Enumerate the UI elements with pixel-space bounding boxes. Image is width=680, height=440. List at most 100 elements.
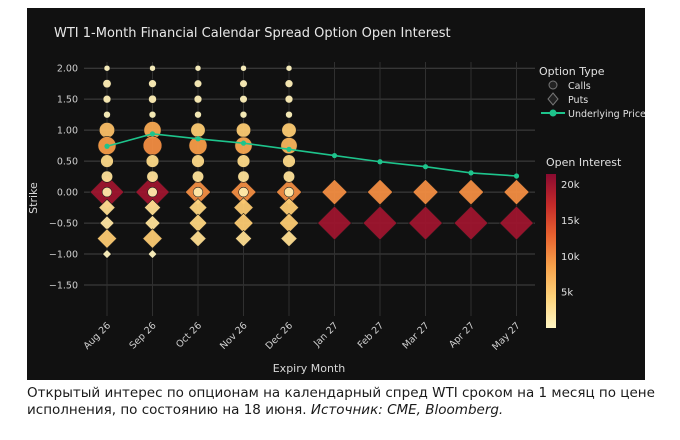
call-marker: [237, 170, 250, 183]
legend-puts-label[interactable]: Puts: [568, 95, 588, 106]
price-point: [104, 143, 110, 149]
call-marker: [238, 186, 249, 198]
put-marker: [99, 215, 115, 231]
put-marker: [233, 212, 254, 234]
price-point: [331, 152, 338, 159]
call-marker: [283, 186, 295, 198]
price-point: [468, 170, 474, 176]
call-marker: [190, 122, 206, 138]
chart-title: WTI 1-Month Financial Calendar Spread Op…: [54, 26, 451, 41]
caption-text: Открытый интерес по опционам на календар…: [27, 385, 655, 418]
put-marker: [362, 205, 398, 241]
call-marker: [98, 122, 116, 139]
put-marker: [142, 228, 163, 249]
legend-title: Option Type: [539, 65, 605, 78]
put-marker: [453, 205, 489, 241]
legend-price-label[interactable]: Underlying Price: [568, 109, 645, 120]
x-tick-label: Feb 27: [356, 320, 386, 350]
chart-figure: WTI 1-Month Financial Calendar Spread Op…: [27, 8, 645, 380]
price-point: [377, 159, 383, 165]
colorbar-tick-label: 15k: [561, 216, 580, 227]
call-marker: [284, 94, 294, 104]
colorbar: Open Interest 20k 15k 10k 5k: [546, 156, 622, 328]
call-marker: [148, 94, 157, 104]
y-tick-label: 0.00: [57, 188, 78, 199]
y-tick-labels: 2.00 1.50 1.00 0.50 0.00 −0.50 −1.00 −1.50: [49, 64, 78, 292]
x-tick-labels: Aug 26 Sep 26 Oct 26 Nov 26 Dec 26 Jan 27 Feb …: [82, 320, 523, 352]
call-marker: [194, 64, 202, 72]
call-marker: [282, 154, 296, 168]
colorbar-ticks: 20k 15k 10k 5k: [561, 180, 580, 298]
call-marker: [103, 110, 111, 119]
call-marker: [239, 95, 248, 104]
x-tick-label: May 27: [490, 320, 522, 352]
chart-svg: WTI 1-Month Financial Calendar Spread Op…: [27, 26, 645, 375]
call-marker: [148, 79, 157, 88]
call-marker: [101, 186, 113, 198]
call-marker: [191, 170, 205, 183]
call-marker: [282, 170, 296, 183]
y-tick-label: −1.00: [49, 250, 78, 261]
put-marker: [96, 228, 118, 249]
y-axis-label: Strike: [27, 182, 40, 214]
put-marker: [234, 229, 253, 248]
call-marker: [285, 110, 293, 119]
put-marker: [102, 249, 112, 259]
x-axis-label: Expiry Month: [273, 362, 346, 375]
call-marker: [191, 154, 205, 168]
put-marker: [280, 229, 298, 248]
legend-price-marker: [549, 109, 557, 117]
y-tick-label: −0.50: [49, 219, 78, 230]
legend[interactable]: Option Type Calls Puts Underlying Price: [539, 65, 645, 120]
price-point: [240, 140, 247, 146]
call-marker: [235, 122, 252, 138]
call-marker: [192, 186, 204, 198]
call-marker: [142, 135, 163, 156]
caption-source: Источник: CME, Bloomberg.: [310, 402, 504, 418]
put-marker: [457, 178, 485, 206]
put-marker: [317, 205, 352, 241]
legend-puts-marker: [547, 92, 559, 106]
price-point: [513, 173, 520, 179]
put-marker: [189, 229, 207, 248]
colorbar-gradient: [546, 174, 556, 328]
call-marker: [281, 122, 297, 138]
put-marker: [412, 178, 439, 206]
price-point: [422, 164, 429, 170]
put-marker: [147, 249, 158, 259]
call-marker: [284, 79, 294, 88]
price-point: [195, 136, 201, 142]
figure-caption: Открытый интерес по опционам на календар…: [27, 385, 667, 419]
call-marker: [239, 110, 248, 119]
x-tick-label: Sep 26: [127, 320, 158, 351]
put-marker: [188, 213, 208, 233]
call-marker: [147, 186, 158, 198]
colorbar-tick-label: 20k: [561, 180, 580, 191]
call-marker: [240, 64, 247, 72]
call-marker: [149, 64, 156, 72]
price-point: [149, 131, 156, 137]
colorbar-tick-label: 10k: [561, 252, 580, 263]
call-marker: [146, 170, 159, 183]
x-tick-label: Jan 27: [311, 320, 341, 350]
put-marker: [499, 205, 534, 241]
call-marker: [100, 154, 114, 168]
put-marker: [366, 178, 394, 206]
call-marker: [236, 154, 251, 168]
x-tick-label: Apr 27: [447, 320, 477, 350]
put-marker: [408, 205, 443, 241]
y-tick-label: 1.50: [57, 95, 78, 106]
call-marker: [193, 94, 203, 104]
x-tick-label: Oct 26: [174, 320, 204, 350]
x-tick-label: Mar 27: [400, 320, 431, 351]
y-tick-label: 2.00: [57, 64, 78, 75]
y-tick-label: −1.50: [49, 281, 78, 292]
legend-calls-label[interactable]: Calls: [568, 81, 591, 92]
call-marker: [148, 110, 157, 119]
call-marker: [145, 154, 160, 168]
call-marker: [103, 64, 111, 72]
y-tick-label: 1.00: [57, 126, 78, 137]
call-marker: [193, 79, 203, 88]
x-tick-label: Nov 26: [218, 320, 250, 352]
x-tick-label: Aug 26: [82, 320, 114, 352]
